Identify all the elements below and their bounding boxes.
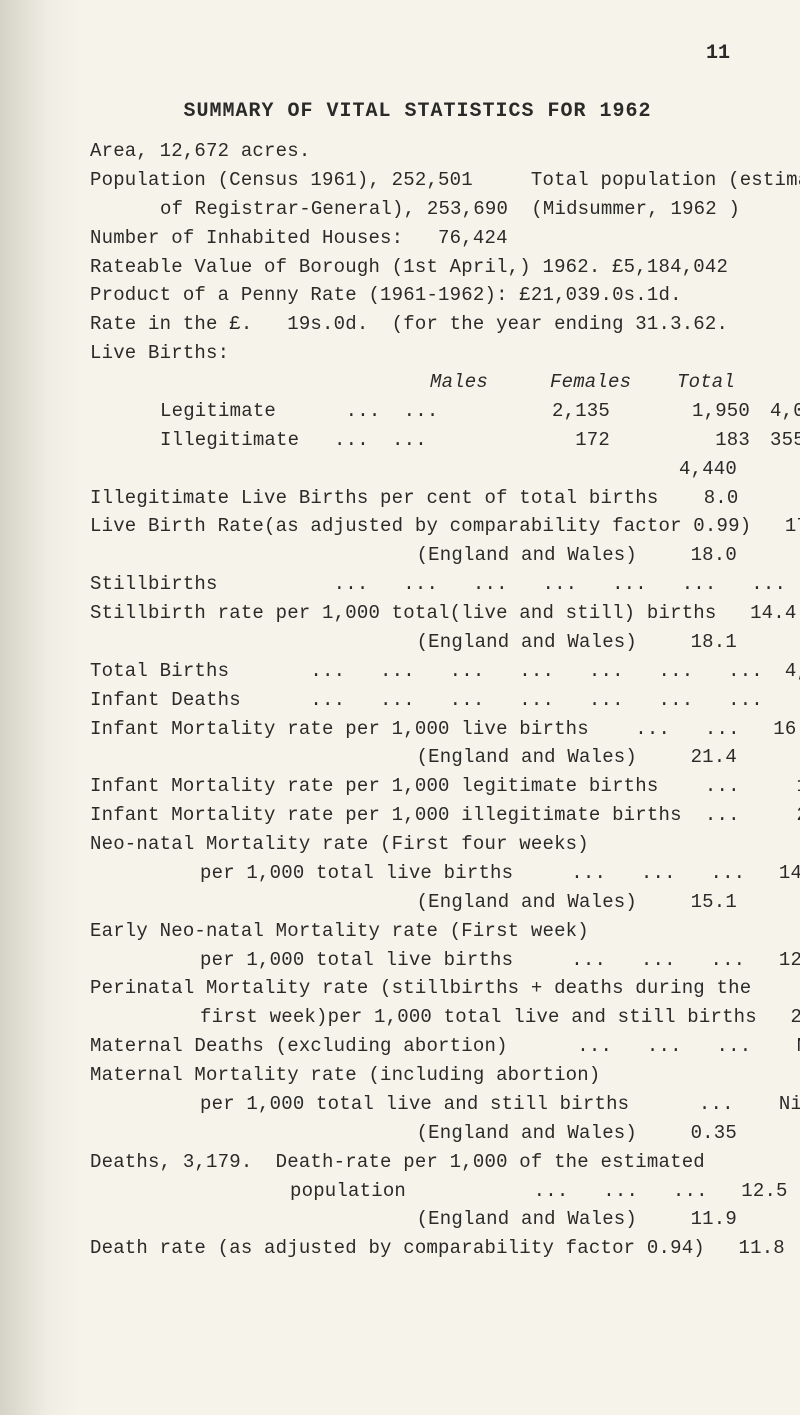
stat-r3-txt: (England and Wales) bbox=[90, 541, 657, 570]
stat-r23-txt: (England and Wales) bbox=[90, 1119, 657, 1148]
stat-r5: Stillbirth rate per 1,000 total(live and… bbox=[90, 599, 745, 628]
stat-r8-txt: Infant Deaths ... ... ... ... ... ... ..… bbox=[90, 686, 763, 715]
stat-r3: (England and Wales)18.0 bbox=[90, 541, 745, 570]
stat-r9-txt: Infant Mortality rate per 1,000 live bir… bbox=[90, 715, 740, 744]
header-total: Total bbox=[670, 368, 745, 397]
stat-r26-txt: (England and Wales) bbox=[90, 1205, 657, 1234]
stat-r1-txt: Illegitimate Live Births per cent of tot… bbox=[90, 484, 659, 513]
stat-r8: Infant Deaths ... ... ... ... ... ... ..… bbox=[90, 686, 745, 715]
stat-r20: Maternal Deaths (excluding abortion) ...… bbox=[90, 1032, 745, 1061]
stat-r20-val: Nil bbox=[751, 1032, 800, 1061]
stat-r19: first week)per 1,000 total live and stil… bbox=[90, 1003, 745, 1032]
births-grand-total: 4,440 bbox=[90, 455, 745, 484]
stat-r14-txt: per 1,000 total live births ... ... ... bbox=[90, 859, 745, 888]
legit-females: 1,950 bbox=[640, 397, 770, 426]
line-houses: Number of Inhabited Houses: 76,424 bbox=[90, 224, 745, 253]
stat-r9-val: 16.9 bbox=[740, 715, 800, 744]
stat-r25-txt: population ... ... ... bbox=[90, 1177, 708, 1206]
page-number: 11 bbox=[706, 42, 730, 65]
stat-r10-txt: (England and Wales) bbox=[90, 743, 657, 772]
stat-r14: per 1,000 total live births ... ... ...1… bbox=[90, 859, 745, 888]
stat-r21-txt: Maternal Mortality rate (including abort… bbox=[90, 1061, 745, 1090]
header-males: Males bbox=[430, 368, 550, 397]
stat-r2: Live Birth Rate(as adjusted by comparabi… bbox=[90, 512, 745, 541]
stat-r25-val: 12.5 bbox=[708, 1177, 796, 1206]
stat-r13-txt: Neo-natal Mortality rate (First four wee… bbox=[90, 830, 745, 859]
stat-r7-val: 4,505 bbox=[763, 657, 800, 686]
stat-r27-val: 11.8 bbox=[705, 1234, 793, 1263]
line-rateable: Rateable Value of Borough (1st April,) 1… bbox=[90, 253, 745, 282]
stat-r5-val: 14.4 bbox=[717, 599, 800, 628]
label-legit: Legitimate ... ... bbox=[90, 397, 490, 426]
stat-r10-val: 21.4 bbox=[657, 743, 745, 772]
line-rate: Rate in the £. 19s.0d. (for the year end… bbox=[90, 310, 745, 339]
line-live-births: Live Births: bbox=[90, 339, 745, 368]
illegit-total: 355 bbox=[770, 426, 800, 455]
stat-r5-txt: Stillbirth rate per 1,000 total(live and… bbox=[90, 599, 717, 628]
stat-r23: (England and Wales)0.35 bbox=[90, 1119, 745, 1148]
stat-r17: per 1,000 total live births ... ... ...1… bbox=[90, 946, 745, 975]
line-area: Area, 12,672 acres. bbox=[90, 137, 745, 166]
stat-r16-txt: Early Neo-natal Mortality rate (First we… bbox=[90, 917, 745, 946]
stat-r15-txt: (England and Wales) bbox=[90, 888, 657, 917]
stat-r10: (England and Wales)21.4 bbox=[90, 743, 745, 772]
row-illegitimate: Illegitimate ... ... 172 183 355 bbox=[90, 426, 745, 455]
legit-males: 2,135 bbox=[490, 397, 640, 426]
stat-r17-val: 12.8 bbox=[745, 946, 800, 975]
line-pop1: Population (Census 1961), 252,501 Total … bbox=[90, 166, 745, 195]
stat-r3-val: 18.0 bbox=[657, 541, 745, 570]
stat-r27-txt: Death rate (as adjusted by comparability… bbox=[90, 1234, 705, 1263]
document-title: SUMMARY OF VITAL STATISTICS FOR 1962 bbox=[90, 100, 745, 123]
label-illegit: Illegitimate ... ... bbox=[90, 426, 490, 455]
stat-r4-txt: Stillbirths ... ... ... ... ... ... ... bbox=[90, 570, 786, 599]
stat-r11: Infant Mortality rate per 1,000 legitima… bbox=[90, 772, 745, 801]
header-blank bbox=[90, 368, 430, 397]
stat-r2-val: 17.3 bbox=[751, 512, 800, 541]
stat-r19-txt: first week)per 1,000 total live and stil… bbox=[90, 1003, 757, 1032]
births-table-header: Males Females Total bbox=[90, 368, 745, 397]
stat-r6-val: 18.1 bbox=[657, 628, 745, 657]
stat-r8-val: 75 bbox=[763, 686, 800, 715]
stat-r26: (England and Wales)11.9 bbox=[90, 1205, 745, 1234]
header-females: Females bbox=[550, 368, 670, 397]
stat-r12-val: 20 bbox=[740, 801, 800, 830]
stat-r14-val: 14.2 bbox=[745, 859, 800, 888]
row-legitimate: Legitimate ... ... 2,135 1,950 4,085 bbox=[90, 397, 745, 426]
document-body: Area, 12,672 acres. Population (Census 1… bbox=[90, 137, 745, 1263]
stat-r26-val: 11.9 bbox=[657, 1205, 745, 1234]
stat-r22: per 1,000 total live and still births ..… bbox=[90, 1090, 745, 1119]
stat-r20-txt: Maternal Deaths (excluding abortion) ...… bbox=[90, 1032, 751, 1061]
illegit-females: 183 bbox=[640, 426, 770, 455]
document-page: 11 SUMMARY OF VITAL STATISTICS FOR 1962 … bbox=[0, 0, 800, 1415]
stat-r6: (England and Wales)18.1 bbox=[90, 628, 745, 657]
stat-r22-txt: per 1,000 total live and still births ..… bbox=[90, 1090, 734, 1119]
stat-r22-val: Nil bbox=[734, 1090, 800, 1119]
stat-r1-val: 8.0 bbox=[659, 484, 747, 513]
stat-r27: Death rate (as adjusted by comparability… bbox=[90, 1234, 745, 1263]
stat-r7: Total Births ... ... ... ... ... ... ...… bbox=[90, 657, 745, 686]
stat-r9: Infant Mortality rate per 1,000 live bir… bbox=[90, 715, 745, 744]
stat-r6-txt: (England and Wales) bbox=[90, 628, 657, 657]
stat-r1: Illegitimate Live Births per cent of tot… bbox=[90, 484, 745, 513]
stat-r18-txt: Perinatal Mortality rate (stillbirths + … bbox=[90, 974, 745, 1003]
stat-r24-txt: Deaths, 3,179. Death-rate per 1,000 of t… bbox=[90, 1148, 745, 1177]
stat-r12: Infant Mortality rate per 1,000 illegiti… bbox=[90, 801, 745, 830]
legit-total: 4,085 bbox=[770, 397, 800, 426]
stat-r15: (England and Wales)15.1 bbox=[90, 888, 745, 917]
stat-r11-val: 17 bbox=[740, 772, 800, 801]
stat-r2-txt: Live Birth Rate(as adjusted by comparabi… bbox=[90, 512, 751, 541]
stat-r23-val: 0.35 bbox=[657, 1119, 745, 1148]
stat-r12-txt: Infant Mortality rate per 1,000 illegiti… bbox=[90, 801, 740, 830]
line-pop2: of Registrar-General), 253,690 (Midsumme… bbox=[90, 195, 745, 224]
line-product: Product of a Penny Rate (1961-1962): £21… bbox=[90, 281, 745, 310]
stat-r7-txt: Total Births ... ... ... ... ... ... ... bbox=[90, 657, 763, 686]
stat-r15-val: 15.1 bbox=[657, 888, 745, 917]
stat-r4-val: 65 bbox=[786, 570, 800, 599]
stat-r19-val: 24.9 bbox=[757, 1003, 800, 1032]
stat-r25: population ... ... ...12.5 bbox=[90, 1177, 745, 1206]
stat-r4: Stillbirths ... ... ... ... ... ... ...6… bbox=[90, 570, 745, 599]
illegit-males: 172 bbox=[490, 426, 640, 455]
stat-r11-txt: Infant Mortality rate per 1,000 legitima… bbox=[90, 772, 740, 801]
stat-r17-txt: per 1,000 total live births ... ... ... bbox=[90, 946, 745, 975]
